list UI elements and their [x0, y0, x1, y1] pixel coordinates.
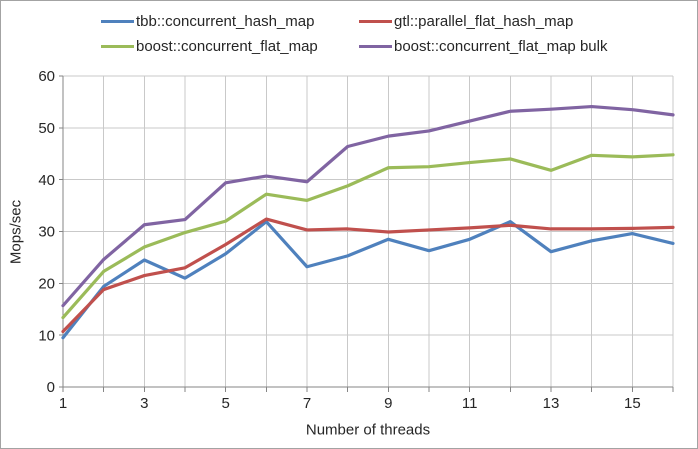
legend-line-swatch [101, 19, 134, 23]
series-line-boost::concurrent_flat_map [61, 153, 675, 320]
legend-line-swatch [101, 44, 134, 48]
legend-item-label: boost::concurrent_flat_map bulk [394, 37, 608, 55]
legend-line-swatch [359, 44, 392, 48]
legend-item: tbb::concurrent_hash_map [101, 10, 359, 32]
x-tick-label: 3 [140, 395, 148, 412]
y-tick-label: 30 [38, 224, 55, 241]
legend-item-label: tbb::concurrent_hash_map [136, 12, 315, 30]
x-tick-label: 5 [221, 395, 229, 412]
x-tick-label: 1 [59, 395, 67, 412]
x-tick-label: 7 [303, 395, 311, 412]
legend-item-label: boost::concurrent_flat_map [136, 37, 318, 55]
legend-line-swatch [359, 19, 392, 23]
x-tick-label: 13 [543, 395, 560, 412]
legend: tbb::concurrent_hash_map gtl::parallel_fl… [101, 10, 607, 57]
x-axis-title: Number of threads [305, 421, 431, 439]
y-tick-label: 10 [38, 327, 55, 344]
series-line-gtl::parallel_flat_hash_map [61, 217, 675, 334]
legend-item: boost::concurrent_flat_map [101, 35, 359, 57]
x-tick-label: 9 [384, 395, 392, 412]
x-tick-label: 15 [624, 395, 641, 412]
legend-item-label: gtl::parallel_flat_hash_map [394, 12, 574, 30]
x-tick-label: 11 [462, 395, 478, 412]
y-axis-title: Mops/sec [7, 199, 25, 265]
series-line-boost::concurrent_flat_map bulk [61, 104, 675, 308]
y-tick-label: 0 [47, 379, 55, 396]
y-tick-label: 40 [38, 172, 55, 189]
y-tick-label: 20 [38, 275, 55, 292]
y-tick-label: 50 [38, 120, 55, 137]
y-tick-label: 60 [38, 68, 55, 85]
legend-item: gtl::parallel_flat_hash_map [359, 10, 607, 32]
legend-item: boost::concurrent_flat_map bulk [359, 35, 607, 57]
series-line-tbb::concurrent_hash_map [61, 220, 675, 340]
